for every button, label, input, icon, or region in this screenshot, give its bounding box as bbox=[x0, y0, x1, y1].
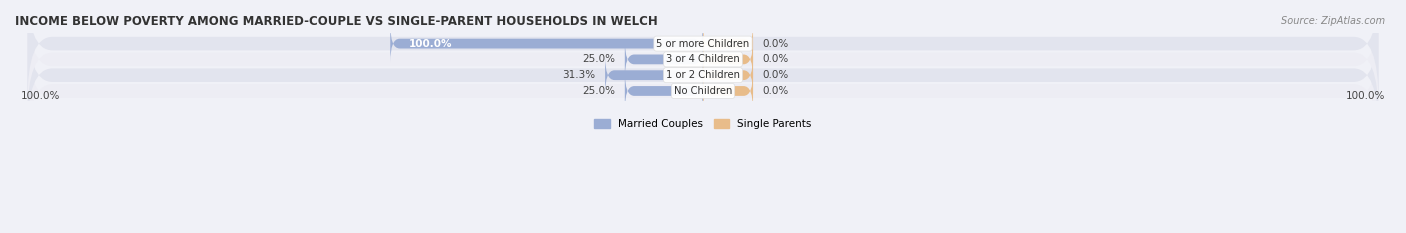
FancyBboxPatch shape bbox=[703, 72, 754, 110]
Text: 100.0%: 100.0% bbox=[409, 39, 453, 49]
FancyBboxPatch shape bbox=[703, 41, 754, 78]
FancyBboxPatch shape bbox=[624, 41, 703, 78]
Text: 25.0%: 25.0% bbox=[582, 86, 616, 96]
FancyBboxPatch shape bbox=[624, 72, 703, 110]
Text: INCOME BELOW POVERTY AMONG MARRIED-COUPLE VS SINGLE-PARENT HOUSEHOLDS IN WELCH: INCOME BELOW POVERTY AMONG MARRIED-COUPL… bbox=[15, 15, 658, 28]
Text: 31.3%: 31.3% bbox=[562, 70, 596, 80]
Text: 1 or 2 Children: 1 or 2 Children bbox=[666, 70, 740, 80]
FancyBboxPatch shape bbox=[391, 25, 703, 62]
FancyBboxPatch shape bbox=[605, 56, 703, 94]
Text: No Children: No Children bbox=[673, 86, 733, 96]
Text: 0.0%: 0.0% bbox=[762, 39, 789, 49]
Text: Source: ZipAtlas.com: Source: ZipAtlas.com bbox=[1281, 16, 1385, 26]
FancyBboxPatch shape bbox=[703, 56, 754, 94]
Text: 0.0%: 0.0% bbox=[762, 86, 789, 96]
FancyBboxPatch shape bbox=[28, 3, 1378, 116]
FancyBboxPatch shape bbox=[28, 34, 1378, 147]
Text: 100.0%: 100.0% bbox=[1346, 91, 1385, 101]
Legend: Married Couples, Single Parents: Married Couples, Single Parents bbox=[591, 115, 815, 133]
Text: 25.0%: 25.0% bbox=[582, 54, 616, 64]
Text: 3 or 4 Children: 3 or 4 Children bbox=[666, 54, 740, 64]
Text: 0.0%: 0.0% bbox=[762, 70, 789, 80]
FancyBboxPatch shape bbox=[28, 0, 1378, 100]
Text: 0.0%: 0.0% bbox=[762, 54, 789, 64]
Text: 100.0%: 100.0% bbox=[21, 91, 60, 101]
FancyBboxPatch shape bbox=[28, 19, 1378, 132]
FancyBboxPatch shape bbox=[703, 25, 754, 62]
Text: 5 or more Children: 5 or more Children bbox=[657, 39, 749, 49]
